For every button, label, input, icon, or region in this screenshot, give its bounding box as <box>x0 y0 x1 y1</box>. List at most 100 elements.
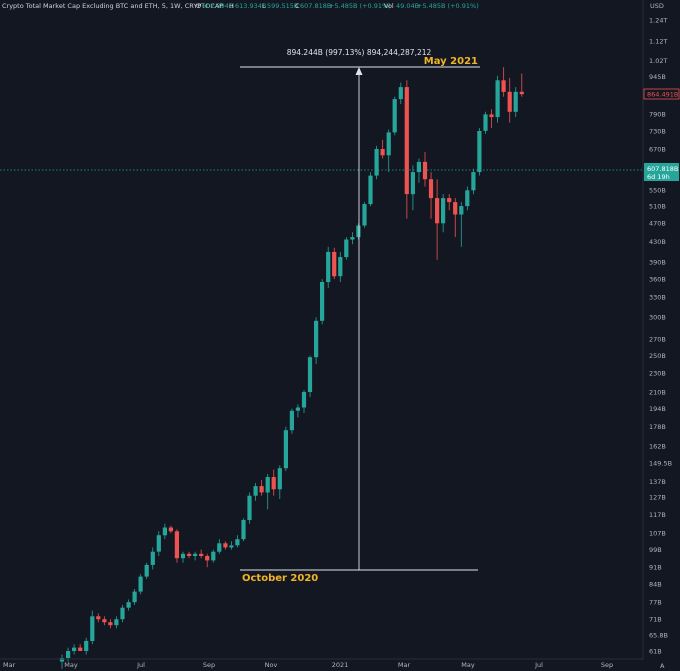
candle-body[interactable] <box>241 520 246 540</box>
candle-body[interactable] <box>332 251 337 277</box>
candle-body[interactable] <box>259 486 264 493</box>
candle-body[interactable] <box>307 357 313 392</box>
candle-body[interactable] <box>289 410 294 431</box>
candle-body[interactable] <box>217 543 222 552</box>
low-label: L <box>262 2 266 10</box>
candle-body[interactable] <box>59 658 65 662</box>
candle-body[interactable] <box>392 99 397 133</box>
candle-body[interactable] <box>386 132 391 156</box>
candle-body[interactable] <box>320 282 325 321</box>
candles[interactable] <box>59 67 524 669</box>
candle-body[interactable] <box>459 206 464 215</box>
candle-body[interactable] <box>519 91 524 95</box>
candle-body[interactable] <box>253 486 258 496</box>
time-tick-label: Sep <box>203 661 215 669</box>
candle-body[interactable] <box>507 91 512 112</box>
candle-body[interactable] <box>66 651 71 658</box>
candle-body[interactable] <box>102 619 107 623</box>
candle-body[interactable] <box>410 172 415 195</box>
price-tick-label: 1.12T <box>649 38 667 46</box>
candle-body[interactable] <box>108 622 113 626</box>
candle-body[interactable] <box>435 198 440 224</box>
candle-body[interactable] <box>114 619 119 626</box>
candle-body[interactable] <box>156 535 161 552</box>
candle-body[interactable] <box>471 172 476 191</box>
measure-annotation[interactable]: 894.244B (997.13%) 894,244,287,212 May 2… <box>240 48 480 584</box>
candle-body[interactable] <box>295 407 300 411</box>
candle-body[interactable] <box>271 477 276 490</box>
candle-body[interactable] <box>483 114 488 131</box>
candle-body[interactable] <box>223 543 228 548</box>
candle-body[interactable] <box>90 616 95 641</box>
price-tick-label: 430B <box>649 238 666 246</box>
candle-body[interactable] <box>489 114 494 118</box>
candle-body[interactable] <box>138 576 143 592</box>
candle-body[interactable] <box>132 591 137 603</box>
candle-body[interactable] <box>150 551 155 565</box>
candle-body[interactable] <box>229 545 234 548</box>
candle-body[interactable] <box>187 553 192 556</box>
candle-body[interactable] <box>126 602 131 608</box>
price-tick-label: 510B <box>649 202 666 210</box>
candle-body[interactable] <box>78 647 83 651</box>
candle-body[interactable] <box>380 149 385 156</box>
price-axis[interactable]: USD 1.24T 1.12T 1.02T 945B 790B 730B 670B 550B 5… <box>642 0 672 660</box>
candle-body[interactable] <box>447 198 452 203</box>
candle-body[interactable] <box>453 202 458 215</box>
candle-body[interactable] <box>277 468 282 490</box>
candle-body[interactable] <box>314 320 319 358</box>
candle-body[interactable] <box>356 225 361 238</box>
candle-body[interactable] <box>247 495 252 520</box>
candle-body[interactable] <box>205 556 210 561</box>
candle-body[interactable] <box>180 553 186 559</box>
candle-body[interactable] <box>422 161 428 180</box>
candle-body[interactable] <box>193 553 198 556</box>
candle-body[interactable] <box>477 131 482 173</box>
time-tick-label: Mar <box>398 661 411 669</box>
candle-body[interactable] <box>72 647 77 651</box>
close-value: 607.818B <box>300 2 331 10</box>
time-axis[interactable]: Mar May Jul Sep Nov 2021 Mar May Jul Sep <box>0 658 643 669</box>
candle-body[interactable] <box>344 239 349 258</box>
candle-body[interactable] <box>404 87 409 195</box>
candle-body[interactable] <box>301 392 307 408</box>
candle-body[interactable] <box>84 640 89 651</box>
price-tick-label: 91B <box>649 564 662 572</box>
candle-body[interactable] <box>211 551 216 561</box>
candle-body[interactable] <box>168 527 173 532</box>
candle-body[interactable] <box>326 251 331 283</box>
auto-scale-icon[interactable]: A <box>660 662 665 670</box>
candle-body[interactable] <box>199 553 204 556</box>
candle-body[interactable] <box>174 531 179 559</box>
candle-body[interactable] <box>350 237 355 240</box>
low-value: 599.515B <box>267 2 298 10</box>
candle-body[interactable] <box>96 616 101 620</box>
candle-body[interactable] <box>501 80 506 92</box>
candle-body[interactable] <box>374 149 379 176</box>
candle-body[interactable] <box>441 198 446 224</box>
candle-body[interactable] <box>235 539 240 546</box>
change-value: +5.485B (+0.91%) <box>329 2 391 10</box>
candle-body[interactable] <box>120 607 125 620</box>
candle-body[interactable] <box>495 80 500 118</box>
candle-body[interactable] <box>416 161 421 173</box>
candle-body[interactable] <box>362 204 367 226</box>
candle-body[interactable] <box>398 87 403 100</box>
price-tick-label: 162B <box>649 443 666 451</box>
candle-body[interactable] <box>428 179 434 199</box>
candle-body[interactable] <box>162 527 167 536</box>
candle-body[interactable] <box>513 91 518 112</box>
currency-label: USD <box>650 2 664 10</box>
price-tick-label: 250B <box>649 352 666 360</box>
close-label: C <box>295 2 300 10</box>
candle-body[interactable] <box>465 190 470 207</box>
candle-body[interactable] <box>338 257 343 277</box>
price-tick-label: 670B <box>649 145 666 153</box>
candle-body[interactable] <box>283 430 288 469</box>
candle-body[interactable] <box>265 477 270 493</box>
candle-body[interactable] <box>144 564 149 577</box>
candle-body[interactable] <box>368 175 373 205</box>
